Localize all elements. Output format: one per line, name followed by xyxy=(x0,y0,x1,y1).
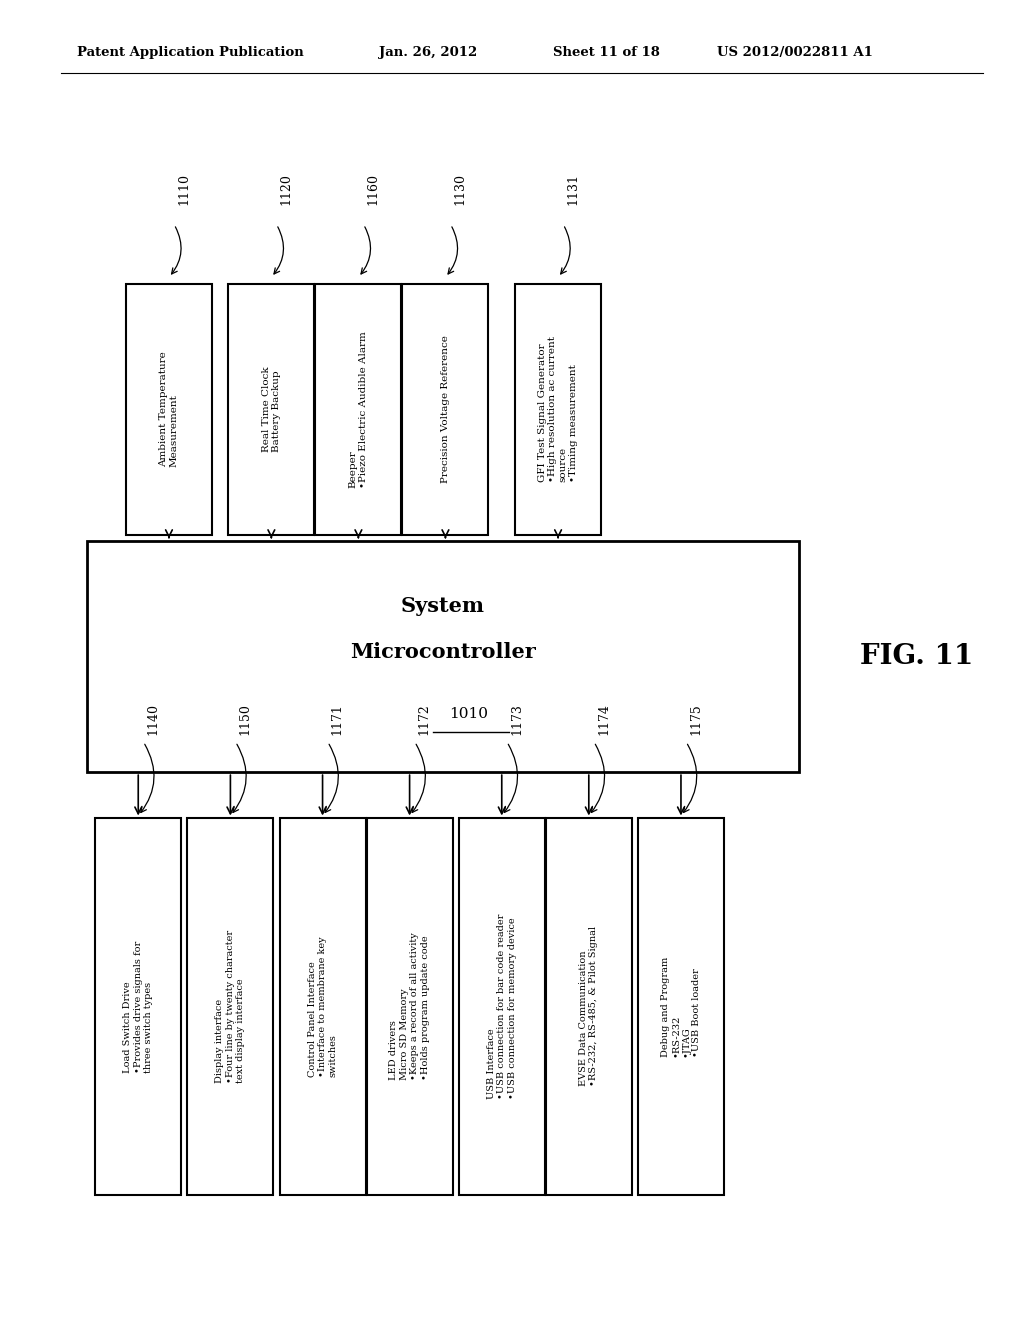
Text: Real Time Clock
Battery Backup: Real Time Clock Battery Backup xyxy=(262,367,281,451)
Bar xyxy=(87,541,799,772)
Bar xyxy=(546,818,632,1195)
Text: 1171: 1171 xyxy=(331,704,344,735)
Text: Microcontroller: Microcontroller xyxy=(350,642,536,663)
Text: 1120: 1120 xyxy=(280,173,293,205)
Text: 1174: 1174 xyxy=(597,704,610,735)
Text: Ambient Temperature
Measurement: Ambient Temperature Measurement xyxy=(160,351,178,467)
Bar xyxy=(95,818,181,1195)
Bar xyxy=(315,284,401,535)
Text: 1173: 1173 xyxy=(510,704,523,735)
Text: Precision Voltage Reference: Precision Voltage Reference xyxy=(441,335,450,483)
Text: 1130: 1130 xyxy=(454,173,467,205)
Text: EVSE Data Communication
•RS-232, RS-485, & Pilot Signal: EVSE Data Communication •RS-232, RS-485,… xyxy=(580,927,598,1086)
Text: 1010: 1010 xyxy=(449,708,488,722)
Bar xyxy=(402,284,488,535)
Text: Control Panel Interface
•Interface to membrane key
switches: Control Panel Interface •Interface to me… xyxy=(307,936,338,1077)
Text: Patent Application Publication: Patent Application Publication xyxy=(77,46,303,59)
Text: FIG. 11: FIG. 11 xyxy=(860,643,973,671)
Text: 1110: 1110 xyxy=(177,173,190,205)
Text: System: System xyxy=(400,595,485,616)
Text: Jan. 26, 2012: Jan. 26, 2012 xyxy=(379,46,477,59)
Text: GFI Test Signal Generator
•High resolution ac current
source
•Timing measurement: GFI Test Signal Generator •High resoluti… xyxy=(538,337,579,482)
Bar xyxy=(228,284,314,535)
Bar xyxy=(367,818,453,1195)
Bar xyxy=(280,818,366,1195)
Text: 1131: 1131 xyxy=(566,173,580,205)
Text: LED drivers
Micro SD Memory
•Keeps a record of all activity
•Holds program updat: LED drivers Micro SD Memory •Keeps a rec… xyxy=(389,933,430,1080)
Bar xyxy=(187,818,273,1195)
Bar xyxy=(638,818,724,1195)
Text: Debug and Program
•RS-232
•JTAG
•USB Boot loader: Debug and Program •RS-232 •JTAG •USB Boo… xyxy=(660,957,701,1056)
Bar xyxy=(515,284,601,535)
Text: Beeper
•Piezo Electric Audible Alarm: Beeper •Piezo Electric Audible Alarm xyxy=(349,331,368,487)
Bar xyxy=(126,284,212,535)
Text: USB Interface
•USB connection for bar code reader
•USB connection for memory dev: USB Interface •USB connection for bar co… xyxy=(486,913,517,1100)
Text: Load Switch Drive
•Provides drive signals for
three switch types: Load Switch Drive •Provides drive signal… xyxy=(123,940,154,1073)
Text: Display interface
•Four line by twenty character
text display interface: Display interface •Four line by twenty c… xyxy=(215,929,246,1084)
Bar xyxy=(459,818,545,1195)
Text: 1140: 1140 xyxy=(146,704,160,735)
Text: Sheet 11 of 18: Sheet 11 of 18 xyxy=(553,46,659,59)
Text: 1160: 1160 xyxy=(367,173,380,205)
Text: 1172: 1172 xyxy=(418,704,431,735)
Text: US 2012/0022811 A1: US 2012/0022811 A1 xyxy=(717,46,872,59)
Text: 1175: 1175 xyxy=(689,704,702,735)
Text: 1150: 1150 xyxy=(239,704,252,735)
